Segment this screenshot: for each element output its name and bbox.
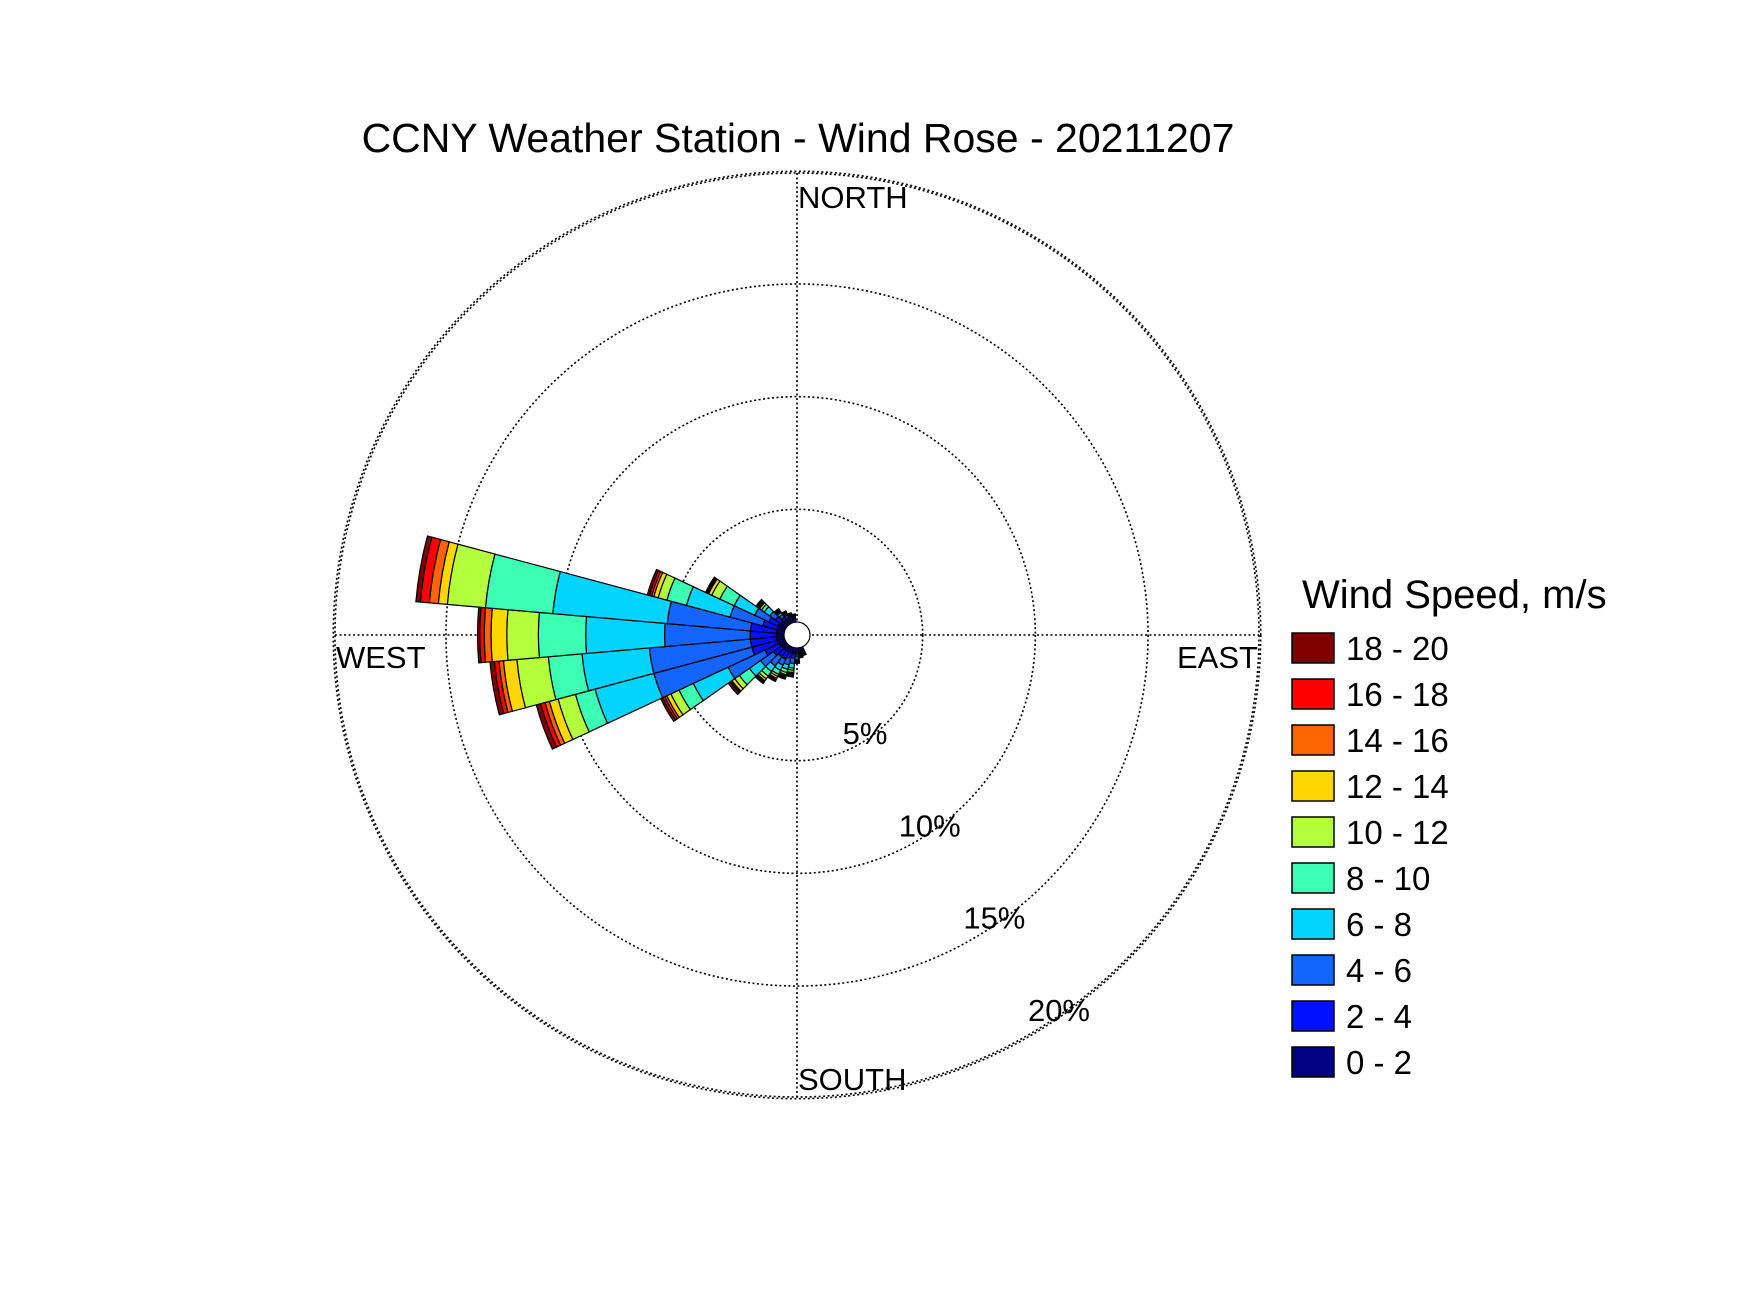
legend-label: 16 - 18 — [1346, 676, 1449, 713]
calm-center — [783, 621, 811, 649]
sector-segment — [801, 653, 807, 657]
legend-label: 6 - 8 — [1346, 906, 1412, 943]
sector-segment — [483, 607, 493, 663]
legend-label: 10 - 12 — [1346, 814, 1449, 851]
legend-label: 12 - 14 — [1346, 768, 1449, 805]
ring-label: 10% — [899, 808, 961, 843]
sector-segment — [780, 610, 787, 615]
legend-label: 2 - 4 — [1346, 998, 1412, 1035]
legend-swatch — [1291, 816, 1335, 848]
sector-segment — [506, 609, 540, 661]
legend-swatch — [1291, 770, 1335, 802]
legend-swatch — [1291, 1000, 1335, 1032]
grid-ring — [445, 283, 1149, 987]
legend-label: 4 - 6 — [1346, 952, 1412, 989]
sector-segment — [773, 607, 780, 614]
legend-items: 18 - 20 16 - 18 14 - 16 12 - 14 10 - 12 8 - 1… — [1291, 630, 1449, 1081]
legend-title: Wind Speed, m/s — [1302, 573, 1607, 617]
legend-swatch — [1291, 1046, 1335, 1078]
grid-ring — [670, 508, 924, 762]
sector-segment — [786, 612, 792, 616]
legend-label: 14 - 16 — [1346, 722, 1449, 759]
ring-label: 20% — [1028, 993, 1090, 1028]
sector-segment — [490, 607, 509, 663]
sector-segment — [537, 611, 588, 659]
sector-segment — [704, 576, 717, 594]
legend-swatch — [1291, 724, 1335, 756]
legend-swatch — [1291, 908, 1335, 940]
label-north: NORTH — [798, 180, 908, 215]
label-south: SOUTH — [798, 1062, 907, 1097]
sector-segment — [793, 662, 801, 664]
legend-label: 0 - 2 — [1346, 1044, 1412, 1081]
sector-segment — [790, 613, 796, 616]
grid-ring — [332, 170, 1262, 1100]
legend-swatch — [1291, 678, 1335, 710]
legend-label: 18 - 20 — [1346, 630, 1449, 667]
polar-grid — [332, 170, 1262, 1100]
legend-swatch — [1291, 954, 1335, 986]
legend: Wind Speed, m/s 18 - 20 16 - 18 14 - 16 12 … — [1291, 573, 1607, 1081]
sector-segment — [798, 656, 804, 659]
chart-title: CCNY Weather Station - Wind Rose - 20211… — [362, 115, 1235, 161]
legend-label: 8 - 10 — [1346, 860, 1430, 897]
ring-label: 15% — [963, 901, 1025, 936]
label-west: WEST — [336, 640, 426, 675]
sector-segment — [415, 535, 433, 603]
legend-swatch — [1291, 632, 1335, 664]
ring-label: 5% — [843, 716, 888, 751]
sector-segment — [646, 568, 660, 597]
wind-sectors — [415, 535, 807, 750]
legend-swatch — [1291, 862, 1335, 894]
label-east: EAST — [1177, 640, 1258, 675]
sector-segment — [755, 598, 764, 608]
ring-labels: 5% 10% 15% 20% — [843, 716, 1090, 1028]
sector-segment — [484, 553, 561, 615]
